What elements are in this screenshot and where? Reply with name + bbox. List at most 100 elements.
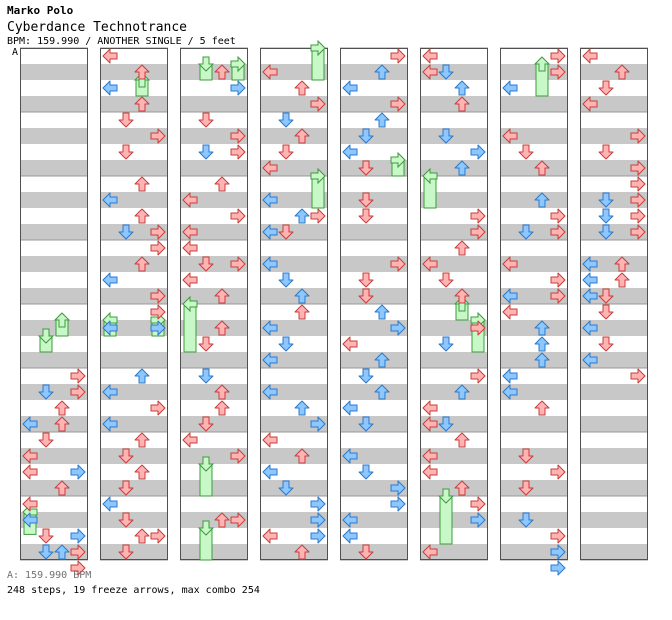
beat-stripe (20, 416, 88, 432)
left-arrow-icon (502, 80, 518, 96)
beat-stripe (580, 448, 648, 464)
down-arrow-icon (38, 544, 54, 560)
right-arrow-icon (310, 496, 326, 512)
left-arrow-icon (182, 432, 198, 448)
beat-stripe (340, 544, 408, 560)
freeze-arrow-head-icon (310, 39, 326, 57)
up-arrow-icon (54, 544, 70, 560)
right-arrow-icon (470, 496, 486, 512)
left-arrow-icon (262, 160, 278, 176)
down-arrow-icon (358, 464, 374, 480)
beat-stripe (580, 192, 648, 208)
right-arrow-icon (550, 272, 566, 288)
up-arrow-icon (134, 256, 150, 272)
beat-stripe (100, 320, 168, 336)
right-arrow-icon (70, 528, 86, 544)
up-arrow-icon (454, 432, 470, 448)
left-arrow-icon (582, 48, 598, 64)
left-arrow-icon (262, 256, 278, 272)
beat-stripe (500, 480, 568, 496)
beat-stripe (260, 480, 328, 496)
down-arrow-icon (598, 208, 614, 224)
right-arrow-icon (470, 368, 486, 384)
freeze-arrow-head-icon (422, 167, 438, 185)
left-arrow-icon (342, 512, 358, 528)
left-arrow-icon (342, 336, 358, 352)
down-arrow-icon (438, 336, 454, 352)
bpm-marker-label: A (12, 47, 19, 58)
beat-stripe (100, 224, 168, 240)
down-arrow-icon (198, 112, 214, 128)
down-arrow-icon (598, 304, 614, 320)
right-arrow-icon (630, 176, 646, 192)
beat-stripe (580, 320, 648, 336)
song-title: Cyberdance Technotrance (7, 20, 188, 35)
beat-stripe (420, 128, 488, 144)
down-arrow-icon (438, 128, 454, 144)
down-arrow-icon (118, 512, 134, 528)
freeze-arrow-head-icon (197, 56, 215, 72)
down-arrow-icon (278, 144, 294, 160)
left-arrow-icon (102, 272, 118, 288)
beat-stripe (500, 96, 568, 112)
column-border (420, 48, 488, 560)
beat-stripe (100, 192, 168, 208)
up-arrow-icon (214, 320, 230, 336)
beat-stripe (100, 448, 168, 464)
column-border (260, 48, 328, 560)
right-arrow-icon (230, 128, 246, 144)
right-arrow-icon (150, 288, 166, 304)
beat-stripe (180, 512, 248, 528)
beat-stripe (580, 384, 648, 400)
left-arrow-icon (102, 80, 118, 96)
left-arrow-icon (262, 528, 278, 544)
freeze-arrow-head-icon (533, 56, 551, 72)
right-arrow-icon (230, 448, 246, 464)
down-arrow-icon (598, 144, 614, 160)
beat-stripe (420, 192, 488, 208)
up-arrow-icon (374, 384, 390, 400)
beat-stripe (340, 352, 408, 368)
down-arrow-icon (198, 368, 214, 384)
beat-stripe (180, 480, 248, 496)
right-arrow-icon (550, 464, 566, 480)
down-arrow-icon (278, 112, 294, 128)
down-arrow-icon (38, 384, 54, 400)
left-arrow-icon (422, 544, 438, 560)
up-arrow-icon (454, 160, 470, 176)
beat-stripe (100, 416, 168, 432)
up-arrow-icon (374, 112, 390, 128)
left-arrow-icon (22, 464, 38, 480)
up-arrow-icon (294, 128, 310, 144)
right-arrow-icon (630, 368, 646, 384)
left-arrow-icon (502, 256, 518, 272)
left-arrow-icon (582, 256, 598, 272)
up-arrow-icon (534, 160, 550, 176)
down-arrow-icon (118, 448, 134, 464)
down-arrow-icon (358, 544, 374, 560)
up-arrow-icon (294, 288, 310, 304)
beat-stripe (100, 384, 168, 400)
up-arrow-icon (294, 208, 310, 224)
left-arrow-icon (422, 464, 438, 480)
left-arrow-icon (582, 96, 598, 112)
right-arrow-icon (150, 320, 166, 336)
up-arrow-icon (294, 544, 310, 560)
left-arrow-icon (262, 352, 278, 368)
beat-stripe (260, 288, 328, 304)
beat-stripe (420, 352, 488, 368)
right-arrow-icon (70, 384, 86, 400)
up-arrow-icon (134, 96, 150, 112)
beat-stripe (420, 448, 488, 464)
left-arrow-icon (342, 80, 358, 96)
right-arrow-icon (390, 256, 406, 272)
down-arrow-icon (278, 224, 294, 240)
beat-stripe (420, 224, 488, 240)
beat-stripe (20, 192, 88, 208)
up-arrow-icon (614, 64, 630, 80)
beat-stripe (420, 416, 488, 432)
beat-stripe (100, 96, 168, 112)
right-arrow-icon (70, 368, 86, 384)
down-arrow-icon (518, 448, 534, 464)
up-arrow-icon (534, 352, 550, 368)
